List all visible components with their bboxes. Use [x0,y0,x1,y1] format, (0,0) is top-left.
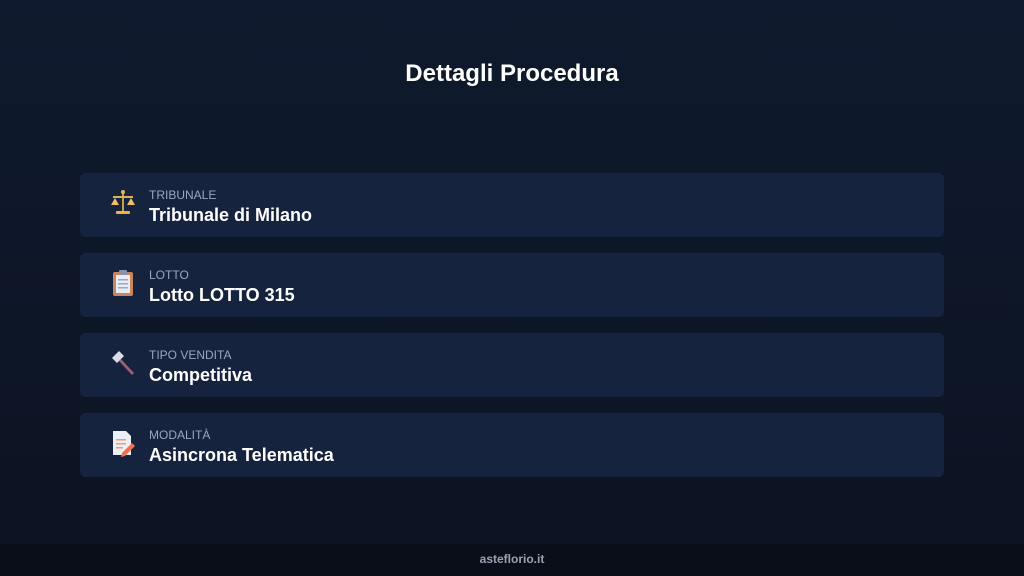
hammer-icon [112,351,134,375]
item-value: Competitiva [149,365,253,385]
clipboard-icon [113,270,133,296]
detail-card-tribunale: TRIBUNALE Tribunale di Milano [80,173,944,237]
item-label: MODALITÀ [149,428,211,442]
detail-card-tipo-vendita: TIPO VENDITA Competitiva [80,333,944,397]
memo-icon [113,431,135,457]
item-label: TIPO VENDITA [149,348,232,362]
item-label: TRIBUNALE [149,188,217,202]
footer-site-name: asteflorio.it [0,544,1024,576]
detail-card-modalita: MODALITÀ Asincrona Telematica [80,413,944,477]
item-value: Tribunale di Milano [149,205,313,225]
item-label: LOTTO [149,268,189,282]
item-value: Asincrona Telematica [149,445,334,465]
balance-scale-icon [111,190,135,214]
item-value: Lotto LOTTO 315 [149,285,295,305]
page-title: Dettagli Procedura [405,60,619,87]
detail-card-lotto: LOTTO Lotto LOTTO 315 [80,253,944,317]
